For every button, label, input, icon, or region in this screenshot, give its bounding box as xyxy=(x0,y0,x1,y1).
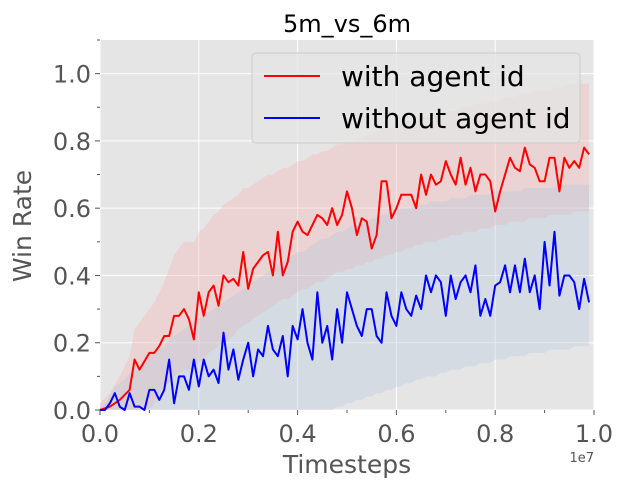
x-axis-offset-label: 1e7 xyxy=(569,451,594,466)
y-tick-label: 0.2 xyxy=(53,330,91,358)
x-tick-label: 1.0 xyxy=(575,420,613,448)
y-tick-label: 0.6 xyxy=(53,195,91,223)
x-tick-label: 0.8 xyxy=(476,420,514,448)
series-lines xyxy=(99,146,591,411)
x-tick-label: 0.6 xyxy=(377,420,415,448)
legend-label-with-agent-id: with agent id xyxy=(341,60,525,93)
axis-ticks: 0.0 0.2 0.4 0.6 0.8 1.0 0.0 0.2 0.4 0.6 0.8 1.0 xyxy=(53,39,613,448)
series-line-with-agent-id xyxy=(99,146,590,411)
legend-box xyxy=(251,52,581,144)
legend: with agent id without agent id xyxy=(251,52,581,144)
y-axis-label: Win Rate xyxy=(8,170,37,282)
band-with-agent-id xyxy=(100,83,590,410)
x-axis-label: Timesteps xyxy=(282,450,411,479)
y-tick-label: 1.0 xyxy=(53,61,91,89)
y-tick-label: 0.4 xyxy=(53,262,91,290)
legend-label-without-agent-id: without agent id xyxy=(341,102,571,135)
y-tick-label: 0.8 xyxy=(53,128,91,156)
x-tick-label: 0.4 xyxy=(279,420,317,448)
chart-title: 5m_vs_6m xyxy=(283,10,411,38)
x-tick-label: 0.0 xyxy=(81,420,119,448)
x-tick-label: 0.2 xyxy=(180,420,218,448)
series-line-without-agent-id xyxy=(100,230,591,411)
y-tick-label: 0.0 xyxy=(53,397,91,425)
